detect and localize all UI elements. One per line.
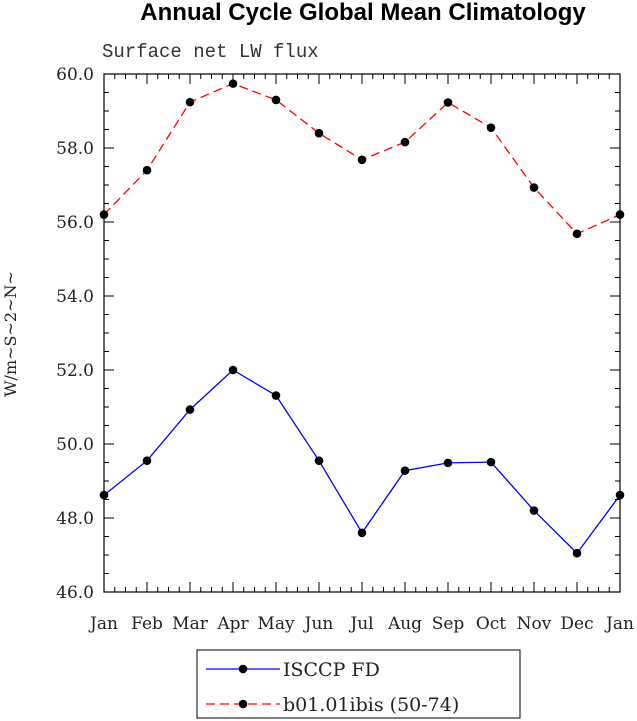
axis-ticks bbox=[103, 73, 621, 593]
legend-box bbox=[196, 649, 521, 719]
data-point bbox=[572, 229, 582, 239]
data-point bbox=[357, 155, 367, 165]
data-point bbox=[314, 128, 324, 138]
series-2 bbox=[99, 79, 625, 239]
y-tick-label: 48.0 bbox=[56, 509, 94, 529]
x-tick-label: Aug bbox=[387, 614, 422, 634]
data-point bbox=[443, 98, 453, 107]
x-tick-label: May bbox=[257, 614, 295, 634]
data-point bbox=[572, 548, 582, 558]
chart-title: Annual Cycle Global Mean Climatology bbox=[140, 0, 586, 26]
y-tick-label: 54.0 bbox=[56, 287, 94, 307]
x-tick-label: Mar bbox=[172, 614, 209, 634]
data-point bbox=[486, 123, 496, 132]
data-point bbox=[142, 456, 152, 465]
y-tick-label: 56.0 bbox=[56, 213, 94, 233]
x-tick-label: Jul bbox=[348, 614, 373, 634]
data-point bbox=[271, 391, 281, 400]
data-point bbox=[228, 365, 238, 375]
y-tick-label: 52.0 bbox=[56, 361, 94, 381]
y-tick-label: 58.0 bbox=[56, 139, 94, 159]
legend: ISCCP FD b01.01ibis (50-74) bbox=[196, 649, 521, 719]
legend-label: ISCCP FD bbox=[283, 659, 380, 681]
x-tick-label: Sep bbox=[432, 614, 465, 634]
data-point bbox=[486, 457, 496, 467]
x-tick-label: Nov bbox=[517, 614, 552, 634]
series-layer bbox=[99, 79, 625, 558]
x-tick-label: Jan bbox=[604, 614, 634, 634]
data-point bbox=[529, 183, 539, 192]
data-point bbox=[185, 405, 195, 414]
plot-frame bbox=[103, 73, 621, 593]
x-tick-label: Oct bbox=[476, 614, 506, 634]
x-tick-labels: Jan Feb Mar Apr May Jun Jul Aug Sep Oct Nov Dec Jan bbox=[88, 614, 634, 634]
series-line bbox=[103, 369, 621, 555]
legend-item: b01.01ibis (50-74) bbox=[206, 694, 459, 716]
data-point bbox=[357, 528, 367, 538]
x-tick-label: Apr bbox=[216, 614, 249, 634]
x-tick-label: Jan bbox=[88, 614, 118, 634]
y-tick-labels: 46.0 48.0 50.0 52.0 54.0 56.0 58.0 60.0 bbox=[56, 65, 94, 603]
data-point bbox=[271, 95, 281, 105]
x-tick-label: Jun bbox=[303, 614, 334, 634]
data-point bbox=[185, 97, 195, 107]
data-point bbox=[142, 165, 152, 175]
legend-marker bbox=[238, 664, 248, 674]
data-point bbox=[443, 458, 453, 468]
y-axis-label: W/m~S~2~N~ bbox=[1, 271, 20, 397]
legend-label: b01.01ibis (50-74) bbox=[283, 694, 459, 716]
data-point bbox=[400, 466, 410, 475]
data-point bbox=[228, 79, 238, 88]
series-1 bbox=[99, 365, 625, 558]
chart-subtitle: Surface net LW flux bbox=[102, 41, 319, 63]
y-tick-label: 60.0 bbox=[56, 65, 94, 85]
x-tick-label: Feb bbox=[131, 614, 163, 634]
legend-marker bbox=[238, 699, 248, 709]
legend-item: ISCCP FD bbox=[206, 659, 380, 681]
data-point bbox=[314, 456, 324, 465]
x-tick-label: Dec bbox=[560, 614, 593, 634]
y-tick-label: 46.0 bbox=[56, 583, 94, 603]
data-point bbox=[529, 506, 539, 515]
data-point bbox=[400, 137, 410, 147]
y-tick-label: 50.0 bbox=[56, 435, 94, 455]
